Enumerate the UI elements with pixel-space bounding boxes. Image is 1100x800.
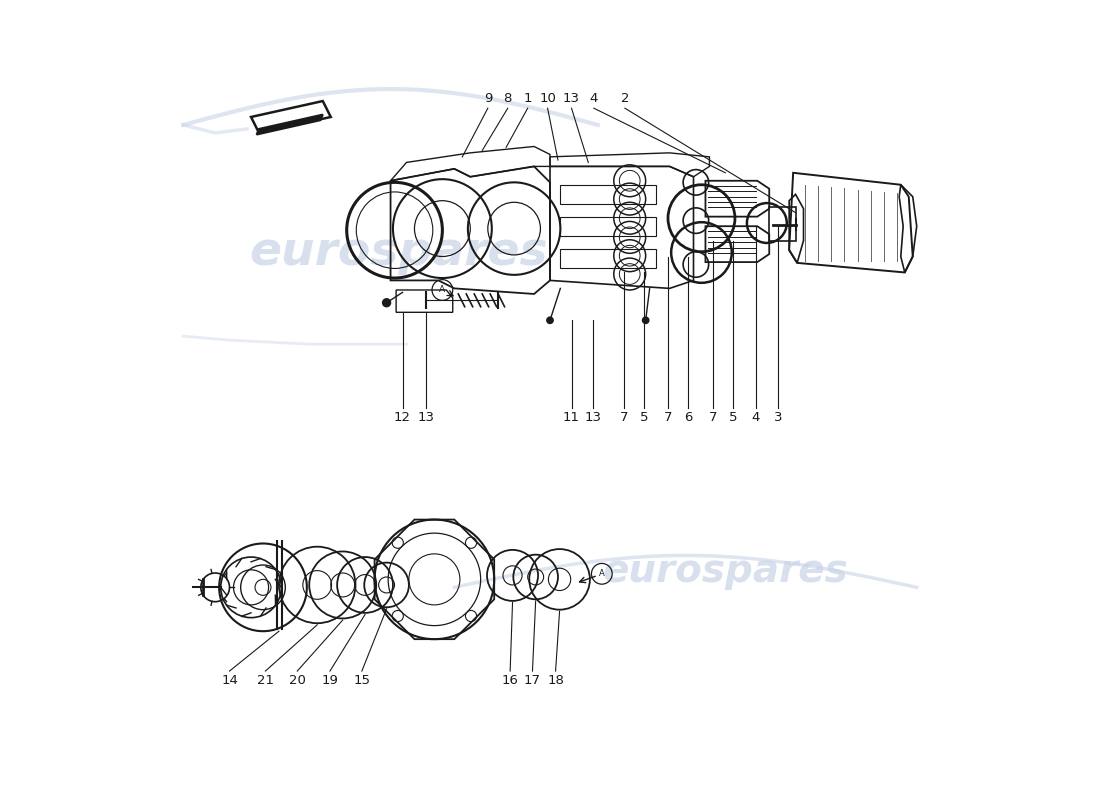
Text: 5: 5 [729,411,738,424]
Text: A: A [598,570,605,578]
Text: 7: 7 [620,411,628,424]
Text: 4: 4 [590,92,598,105]
Text: eurospares: eurospares [603,553,848,590]
Text: 2: 2 [620,92,629,105]
Text: A: A [439,286,446,294]
Circle shape [547,317,553,323]
Text: 19: 19 [321,674,339,687]
Text: 10: 10 [539,92,556,105]
Text: 7: 7 [663,411,672,424]
Circle shape [642,317,649,323]
Text: 3: 3 [773,411,782,424]
Text: 13: 13 [563,92,580,105]
Text: 17: 17 [524,674,541,687]
Text: 14: 14 [221,674,238,687]
Text: 21: 21 [257,674,274,687]
Polygon shape [256,114,322,134]
Text: 7: 7 [710,411,717,424]
Text: 9: 9 [484,92,492,105]
Text: 11: 11 [563,411,580,424]
Text: eurospares: eurospares [250,230,548,275]
Text: 20: 20 [289,674,306,687]
Text: 8: 8 [504,92,512,105]
Text: 6: 6 [684,411,692,424]
Text: 16: 16 [502,674,518,687]
Text: 15: 15 [353,674,371,687]
Text: 13: 13 [584,411,602,424]
Text: 13: 13 [418,411,434,424]
Text: 18: 18 [547,674,564,687]
Text: 12: 12 [394,411,411,424]
Text: 4: 4 [751,411,760,424]
Text: 5: 5 [640,411,648,424]
Circle shape [383,298,390,306]
Text: 1: 1 [524,92,532,105]
